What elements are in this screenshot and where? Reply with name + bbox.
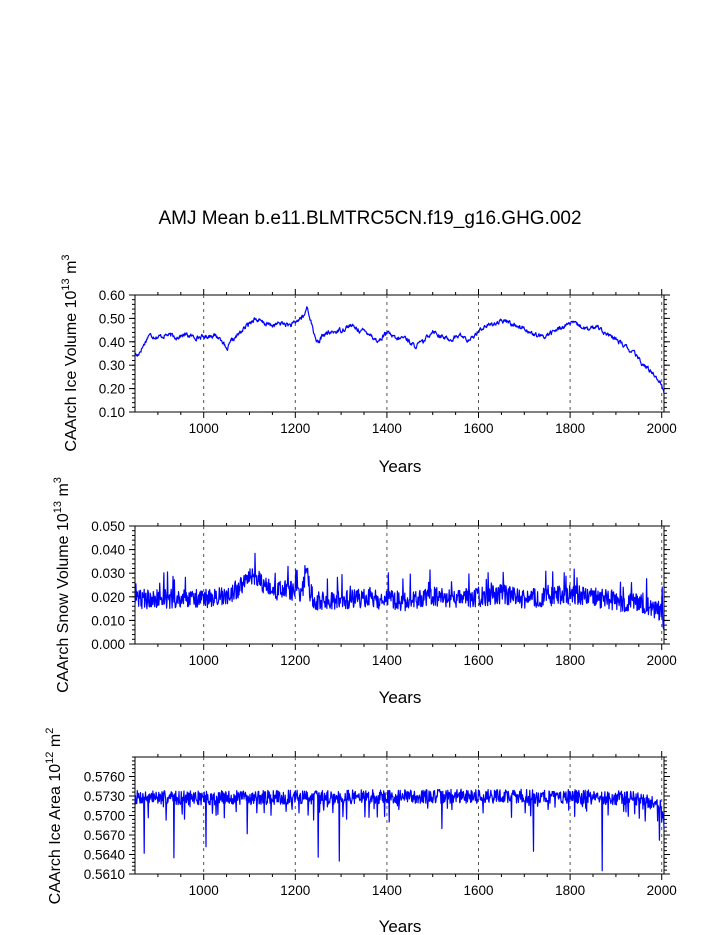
ice-area-series: [134, 788, 665, 872]
ice-volume-y-tick-label: 0.40: [99, 335, 125, 350]
snow-volume-x-tick-label: 1800: [555, 653, 585, 668]
ice-area-series-line: [134, 788, 665, 872]
ice-volume-x-tick-label: 1000: [189, 421, 219, 436]
ice-area-gridlines: [203, 757, 663, 874]
ice-area-ticks: 1000 1200 1400 1600 1800 2000 0.5610 0.5640 0.56…: [84, 751, 677, 898]
ice-area-x-tick-label: 2000: [647, 883, 677, 898]
ice-area-x-axis-label: Years: [379, 917, 422, 935]
ice-area-y-tick-label: 0.5730: [84, 789, 125, 804]
ice-area-y-tick-label: 0.5670: [84, 828, 125, 843]
snow-volume-panel: 1000 1200 1400 1600 1800 2000 0.000 0.010 0.020 0…: [52, 477, 677, 707]
ice-volume-ticks: 1000 1200 1400 1600 1800 2000 0.10 0.20 0.30 0.40…: [99, 288, 677, 436]
snow-volume-gridlines: [203, 526, 663, 644]
snow-volume-series-line: [134, 552, 665, 630]
ice-volume-plot-frame: [134, 294, 665, 413]
snow-volume-plot-frame: [134, 525, 665, 645]
ice-volume-y-axis-label: CAArch Ice Volume 1013 m3: [60, 254, 80, 451]
ice-volume-series: [134, 306, 665, 394]
snow-volume-y-tick-label: 0.000: [91, 637, 125, 652]
ice-area-x-tick-label: 1400: [372, 883, 402, 898]
ice-area-y-tick-label: 0.5760: [84, 770, 125, 785]
snow-volume-y-tick-label: 0.050: [91, 519, 125, 534]
snow-volume-x-tick-label: 1200: [280, 653, 310, 668]
snow-volume-y-tick-label: 0.040: [91, 543, 125, 558]
snow-volume-x-tick-label: 1600: [463, 653, 493, 668]
ice-volume-x-tick-label: 2000: [647, 421, 677, 436]
ice-area-x-tick-label: 1600: [463, 883, 493, 898]
snow-volume-series: [134, 552, 665, 630]
ice-volume-x-tick-label: 1800: [555, 421, 585, 436]
snow-volume-x-tick-label: 1400: [372, 653, 402, 668]
snow-volume-x-axis-label: Years: [379, 688, 422, 707]
ice-area-x-tick-label: 1800: [555, 883, 585, 898]
ice-volume-y-tick-label: 0.30: [99, 358, 125, 373]
ice-area-x-tick-label: 1200: [280, 883, 310, 898]
ice-area-plot-frame: [134, 756, 665, 875]
ice-volume-x-tick-label: 1600: [463, 421, 493, 436]
ice-area-y-tick-label: 0.5610: [84, 867, 125, 882]
snow-volume-x-tick-label: 2000: [647, 653, 677, 668]
ice-volume-series-line: [134, 306, 665, 394]
ice-volume-x-axis-label: Years: [379, 457, 422, 476]
ice-volume-gridlines: [203, 295, 663, 412]
ice-area-y-axis-label: CAArch Ice Area 1012 m2: [44, 728, 64, 905]
ice-volume-x-tick-label: 1200: [280, 421, 310, 436]
ice-volume-x-tick-label: 1400: [372, 421, 402, 436]
ice-volume-y-tick-label: 0.60: [99, 288, 125, 303]
snow-volume-ticks: 1000 1200 1400 1600 1800 2000 0.000 0.010 0.020 0…: [91, 519, 677, 668]
ice-volume-y-tick-label: 0.50: [99, 311, 125, 326]
snow-volume-y-tick-label: 0.010: [91, 613, 125, 628]
ice-volume-panel: 1000 1200 1400 1600 1800 2000 0.10 0.20 0.30 0.40…: [60, 254, 677, 476]
figure-title: AMJ Mean b.e11.BLMTRC5CN.f19_g16.GHG.002: [158, 208, 581, 229]
snow-volume-y-tick-label: 0.020: [91, 590, 125, 605]
ice-volume-y-tick-label: 0.10: [99, 405, 125, 420]
snow-volume-x-tick-label: 1000: [189, 653, 219, 668]
ice-area-y-tick-label: 0.5640: [84, 848, 125, 863]
ice-area-x-tick-label: 1000: [189, 883, 219, 898]
ice-volume-y-tick-label: 0.20: [99, 382, 125, 397]
ice-area-panel: 1000 1200 1400 1600 1800 2000 0.5610 0.5640 0.56…: [44, 728, 677, 935]
snow-volume-y-axis-label: CAArch Snow Volume 1013 m3: [52, 477, 72, 693]
ice-area-y-tick-label: 0.5700: [84, 809, 125, 824]
snow-volume-y-tick-label: 0.030: [91, 566, 125, 581]
